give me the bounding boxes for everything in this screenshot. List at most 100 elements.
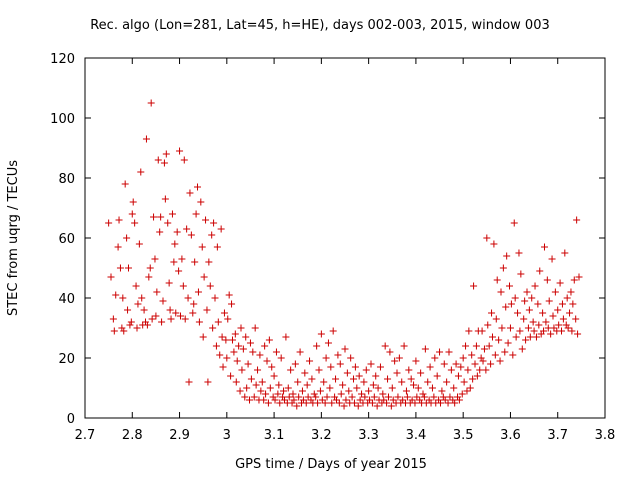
data-point [168,210,176,218]
data-point [384,393,392,401]
data-point [241,393,249,401]
data-point [522,336,530,344]
data-point [123,234,131,242]
data-point [400,342,408,350]
data-point [532,333,540,341]
data-point [572,315,580,323]
x-tick-label: 3.6 [500,428,521,443]
data-point [335,399,343,407]
data-point [317,330,325,338]
data-point [302,399,310,407]
data-point [134,300,142,308]
data-point [511,294,519,302]
data-point [372,372,380,380]
data-point [264,399,272,407]
data-point [128,210,136,218]
x-tick-label: 3 [223,428,231,443]
data-point [210,219,218,227]
data-point [332,375,340,383]
data-point [336,360,344,368]
data-point [354,402,362,410]
data-point [436,399,444,407]
x-axis-label: GPS time / Days of year 2015 [235,457,427,472]
data-point [341,345,349,353]
data-point [383,399,391,407]
data-point [231,330,239,338]
y-tick-label: 20 [58,352,75,367]
data-point [493,276,501,284]
data-point [470,282,478,290]
data-point [430,393,438,401]
data-point [258,378,266,386]
data-point [216,351,224,359]
data-point [235,342,243,350]
data-point [529,318,537,326]
data-point [410,381,418,389]
data-point [243,384,251,392]
data-point [133,324,141,332]
data-point [276,399,284,407]
data-point [190,300,198,308]
data-point [548,255,556,263]
data-point [223,354,231,362]
data-point [206,282,214,290]
data-point [413,393,421,401]
data-point [299,396,307,404]
data-point [496,357,504,365]
data-point [436,348,444,356]
data-point [368,399,376,407]
data-point [501,348,509,356]
data-point [166,306,174,314]
data-point [539,309,547,317]
data-point [143,321,151,329]
data-point [361,393,369,401]
data-point [203,306,211,314]
data-point [268,363,276,371]
data-point [566,309,574,317]
data-point [405,366,413,374]
data-point [488,309,496,317]
data-point [173,228,181,236]
data-point [384,375,392,383]
y-tick-label: 0 [67,412,75,427]
data-point [326,384,334,392]
data-point [402,387,410,395]
data-point [261,342,269,350]
data-point [452,360,460,368]
data-point [220,309,228,317]
data-point [256,351,264,359]
data-point [356,396,364,404]
data-point [214,318,222,326]
data-point [506,282,514,290]
data-point [362,366,370,374]
data-point [118,324,126,332]
data-point [129,198,137,206]
data-point [502,303,510,311]
data-point [208,231,216,239]
data-point [433,372,441,380]
data-point [252,381,260,389]
data-point [205,258,213,266]
data-point [367,360,375,368]
data-point [219,363,227,371]
data-point [420,393,428,401]
data-point [460,378,468,386]
data-point [567,288,575,296]
data-point [374,384,382,392]
data-point [199,333,207,341]
data-point [161,195,169,203]
data-point [191,258,199,266]
data-point [387,402,395,410]
y-axis-label: STEC from uqrg / TECUs [6,159,21,317]
data-point [233,357,241,365]
data-point [488,333,496,341]
data-point [145,273,153,281]
data-point [562,321,570,329]
data-point [512,333,520,341]
x-tick-label: 3.3 [358,428,379,443]
data-point [520,315,528,323]
data-point [287,366,295,374]
data-point [454,372,462,380]
y-tick-label: 120 [50,52,75,67]
data-point [274,390,282,398]
